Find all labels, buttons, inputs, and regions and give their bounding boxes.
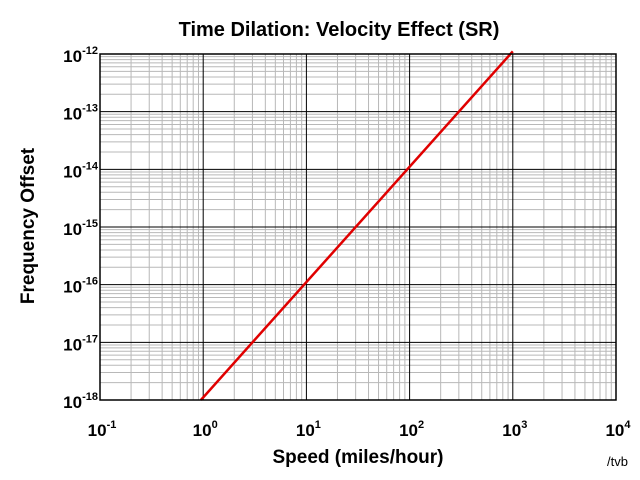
x-axis-label: Speed (miles/hour) — [272, 447, 443, 468]
x-tick-label: 101 — [296, 419, 321, 440]
y-tick-label: 10-13 — [63, 103, 98, 124]
x-tick-labels: 10-1 100 101 102 103 104 — [88, 419, 632, 440]
x-tick-label: 104 — [605, 419, 631, 440]
x-tick-label: 102 — [399, 419, 424, 440]
series-layer — [199, 50, 514, 401]
credit-text: /tvb — [607, 454, 628, 469]
grid — [99, 53, 617, 401]
y-tick-label: 10-18 — [63, 391, 98, 412]
series-line — [199, 50, 514, 401]
x-tick-label: 10-1 — [88, 419, 117, 440]
y-tick-label: 10-12 — [63, 45, 98, 66]
x-tick-label: 100 — [193, 419, 218, 440]
x-tick-label: 103 — [502, 419, 527, 440]
y-tick-label: 10-16 — [63, 276, 98, 297]
chart-title: Time Dilation: Velocity Effect (SR) — [179, 19, 500, 41]
plot-frame — [99, 53, 617, 401]
y-axis-label: Frequency Offset — [18, 147, 39, 304]
y-tick-label: 10-17 — [63, 333, 98, 354]
y-tick-labels: 10-12 10-13 10-14 10-15 10-16 10-17 10-18 — [63, 45, 99, 412]
y-tick-label: 10-14 — [63, 160, 99, 181]
y-tick-label: 10-15 — [63, 218, 98, 239]
